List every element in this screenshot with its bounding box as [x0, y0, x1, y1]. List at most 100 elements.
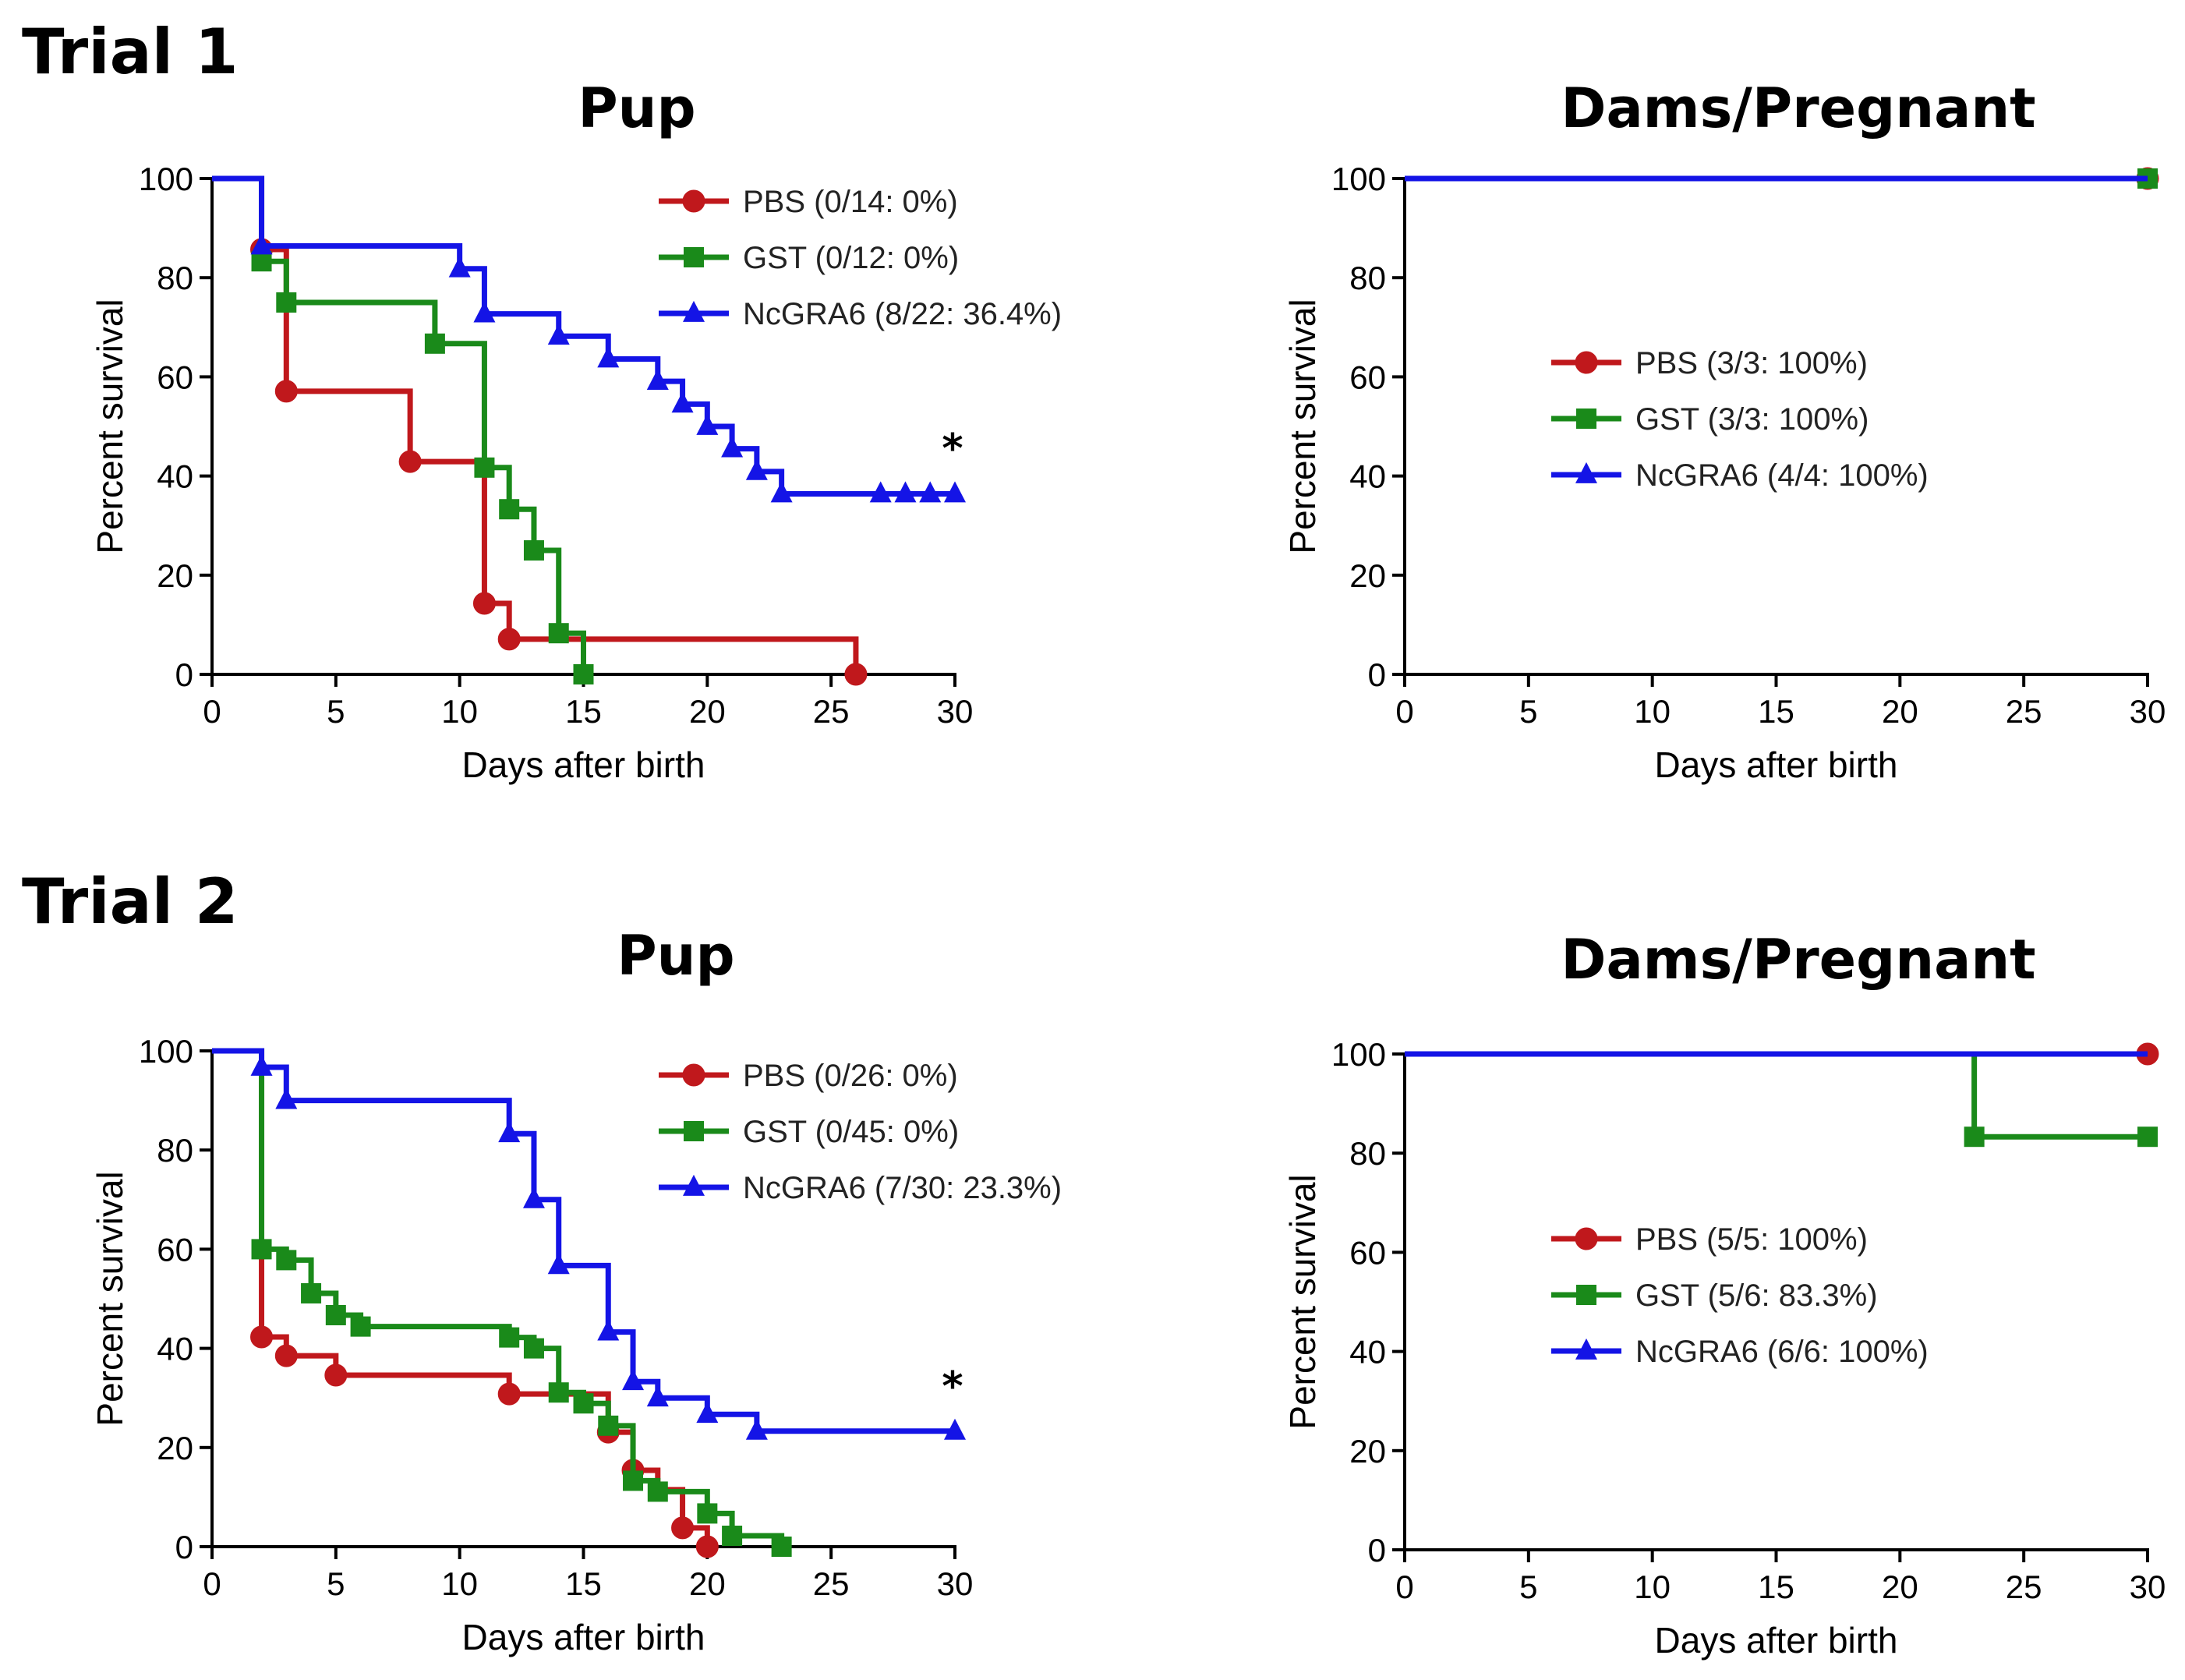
- ncgra6-data-point: [721, 436, 744, 458]
- gst-data-point: [548, 623, 569, 644]
- y-tick-label: 0: [175, 656, 193, 693]
- x-tick-label: 15: [565, 693, 602, 730]
- pbs-data-point: [497, 628, 521, 651]
- ncgra6-data-point: [745, 458, 768, 480]
- y-tick-label: 20: [157, 1430, 193, 1466]
- y-tick-label: 60: [1349, 359, 1386, 395]
- legend-pbs-marker: [1575, 1227, 1598, 1250]
- significance-annotation: *: [942, 1363, 963, 1410]
- ncgra6-data-point: [770, 481, 793, 503]
- gst-survival-line: [1405, 1051, 2148, 1140]
- gst-data-point: [523, 1338, 544, 1359]
- gst-data-point: [325, 1304, 346, 1325]
- ncgra6-data-point: [944, 481, 966, 503]
- x-axis-label: Days after birth: [1655, 1620, 1898, 1661]
- chart-panel-4: Dams/Pregnant 0 5 10 15 20 25 30 0 20 40 60 80 100 Day…: [1282, 928, 2166, 1661]
- legend-ncgra6-label: NcGRA6 (6/6: 100%): [1635, 1335, 1929, 1369]
- y-tick-label: 100: [139, 161, 193, 197]
- chart-panel-2: Dams/Pregnant 0 5 10 15 20 25 30 0 20 40 60 80 100 Day…: [1282, 76, 2166, 785]
- pbs-data-point: [324, 1363, 348, 1387]
- legend-pbs-label: PBS (3/3: 100%): [1635, 346, 1868, 380]
- legend-pbs-marker: [1575, 351, 1598, 374]
- legend-pbs-label: PBS (0/14: 0%): [743, 185, 958, 219]
- x-tick-label: 25: [2006, 693, 2042, 730]
- y-tick-label: 20: [157, 557, 193, 594]
- gst-data-point: [251, 251, 272, 272]
- chart-title: Dams/Pregnant: [1561, 76, 2035, 140]
- gst-survival-line: [212, 1048, 785, 1547]
- gst-data-point: [697, 1503, 718, 1524]
- y-tick-label: 20: [1349, 1433, 1386, 1470]
- legend-ncgra6-marker: [1575, 462, 1597, 483]
- x-tick-label: 15: [565, 1565, 602, 1602]
- gst-data-point: [301, 1283, 322, 1304]
- pbs-data-point: [398, 450, 422, 473]
- ncgra6-data-point: [671, 391, 694, 413]
- ncgra6-data-point: [597, 346, 620, 368]
- y-axis-label: Percent survival: [90, 1171, 130, 1426]
- y-tick-label: 20: [1349, 557, 1386, 594]
- series-gst: [212, 175, 594, 684]
- ncgra6-data-point: [547, 1253, 570, 1275]
- series-gst: [1405, 1051, 2158, 1148]
- y-tick-label: 60: [157, 359, 193, 395]
- y-tick-label: 100: [1331, 1036, 1386, 1073]
- ncgra6-data-point: [944, 1418, 966, 1440]
- y-tick-label: 40: [1349, 1334, 1386, 1371]
- ncgra6-data-point: [522, 1187, 545, 1208]
- x-tick-label: 30: [2130, 1569, 2166, 1605]
- y-tick-label: 40: [157, 458, 193, 495]
- gst-data-point: [474, 457, 495, 478]
- trial-2-title: Trial 2: [22, 865, 239, 938]
- gst-data-point: [1964, 1126, 1985, 1148]
- x-tick-label: 0: [203, 693, 221, 730]
- legend-pbs-marker: [682, 1063, 705, 1087]
- legend-gst-marker: [684, 1121, 704, 1141]
- x-tick-label: 15: [1758, 1569, 1794, 1605]
- ncgra6-data-point: [473, 301, 496, 323]
- gst-data-point: [722, 1526, 743, 1547]
- legend-gst-label: GST (0/12: 0%): [743, 241, 959, 275]
- x-tick-label: 30: [937, 693, 974, 730]
- pbs-data-point: [695, 1535, 719, 1558]
- gst-data-point: [350, 1316, 371, 1337]
- ncgra6-data-point: [622, 1369, 645, 1391]
- ncgra6-data-point: [448, 256, 471, 278]
- y-axis-label: Percent survival: [90, 299, 130, 554]
- gst-data-point: [548, 1382, 569, 1403]
- series-ncgra6: [212, 175, 966, 503]
- pbs-data-point: [844, 663, 868, 686]
- x-tick-label: 20: [689, 1565, 726, 1602]
- y-axis-label: Percent survival: [1282, 299, 1323, 554]
- ncgra6-survival-line: [212, 175, 955, 497]
- legend-ncgra6-marker: [683, 300, 705, 322]
- legend-ncgra6-marker: [1575, 1338, 1597, 1360]
- legend-ncgra6-marker: [683, 1174, 705, 1196]
- x-axis-label: Days after birth: [462, 1617, 705, 1657]
- ncgra6-data-point: [919, 481, 942, 503]
- ncgra6-data-point: [869, 481, 892, 503]
- ncgra6-data-point: [696, 1402, 719, 1424]
- x-tick-label: 5: [1519, 693, 1537, 730]
- x-tick-label: 25: [813, 1565, 850, 1602]
- chart-title: Pup: [578, 76, 695, 140]
- gst-data-point: [2137, 1126, 2158, 1148]
- x-tick-label: 0: [1395, 693, 1413, 730]
- legend-ncgra6-label: NcGRA6 (4/4: 100%): [1635, 458, 1929, 493]
- y-tick-label: 0: [1368, 1532, 1386, 1569]
- pbs-data-point: [274, 1344, 298, 1367]
- gst-data-point: [499, 1327, 520, 1348]
- ncgra6-data-point: [696, 413, 719, 435]
- y-axis-label: Percent survival: [1282, 1174, 1323, 1429]
- y-tick-label: 80: [157, 260, 193, 296]
- x-tick-label: 5: [327, 1565, 345, 1602]
- gst-data-point: [647, 1481, 668, 1502]
- y-tick-label: 0: [175, 1529, 193, 1565]
- chart-title: Pup: [617, 924, 734, 988]
- trial-1-title: Trial 1: [22, 16, 239, 88]
- x-tick-label: 0: [1395, 1569, 1413, 1605]
- ncgra6-data-point: [547, 324, 570, 345]
- significance-annotation: *: [942, 426, 963, 472]
